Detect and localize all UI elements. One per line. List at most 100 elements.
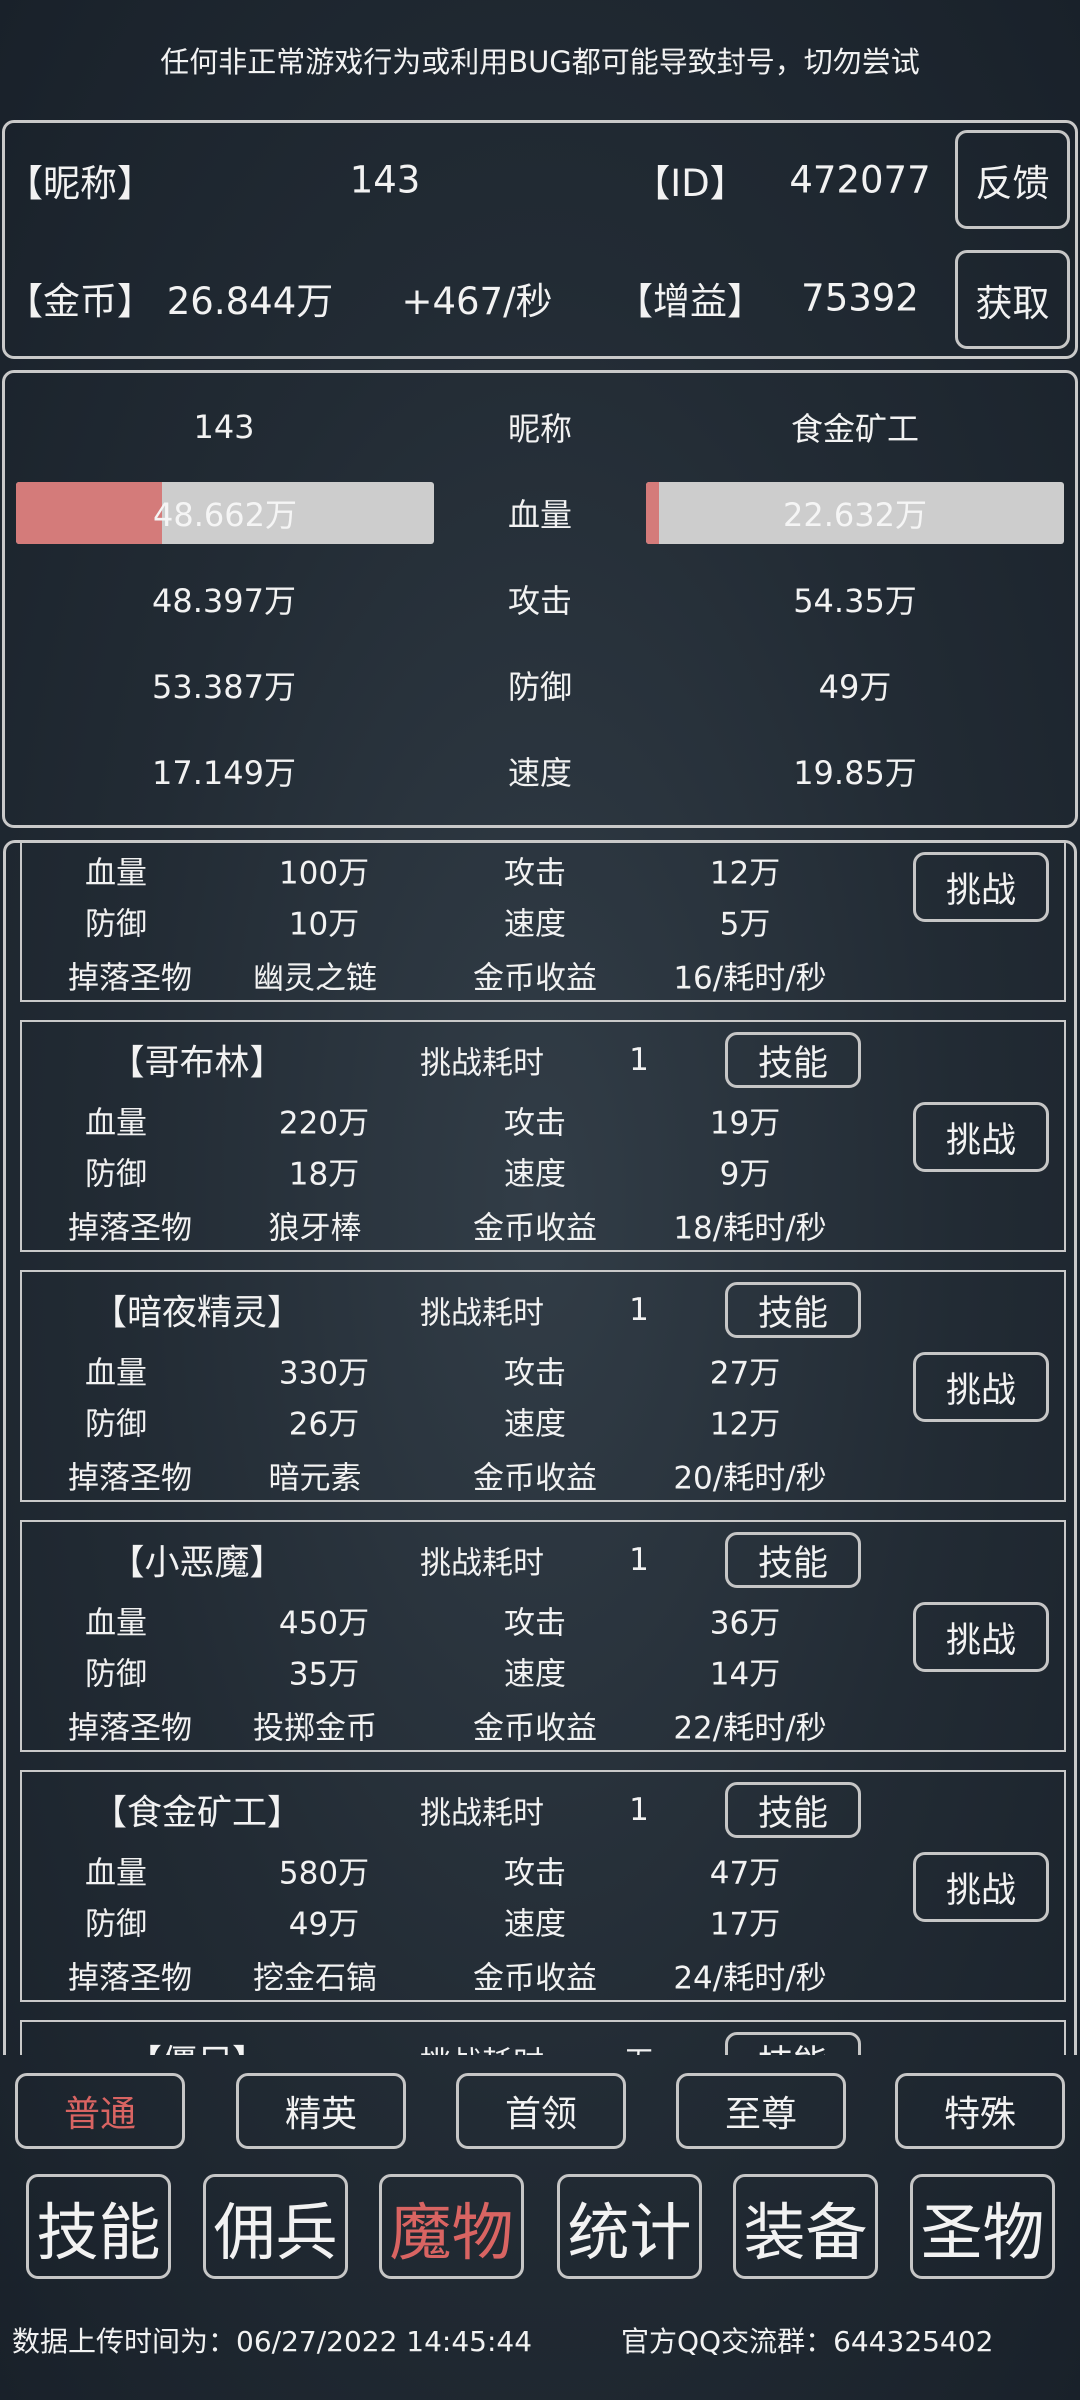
player-hp-text: 48.662万 (153, 496, 297, 534)
value-drop: 挖金石镐 (253, 1960, 377, 1997)
nav-skills[interactable]: 技能 (26, 2174, 171, 2279)
value-attack: 27万 (709, 1355, 781, 1392)
player-speed: 17.149万 (152, 754, 296, 792)
enemy-hp-text: 22.632万 (783, 496, 927, 534)
label-attack: 攻击 (504, 1105, 566, 1142)
label-income: 金币收益 (473, 960, 597, 997)
monster-list[interactable]: 血量 100万 攻击 12万 防御 10万 速度 5万 掉落圣物 幽灵之链 金币收益 16/耗时/秒挑… (3, 840, 1077, 2055)
label-attack: 攻击 (507, 582, 573, 620)
value-speed: 9万 (719, 1156, 771, 1193)
label-defense: 防御 (85, 906, 147, 943)
gold-rate: +467/秒 (401, 280, 553, 323)
label-drop: 掉落圣物 (68, 1710, 192, 1747)
enemy-hp-fill (646, 482, 659, 544)
value-defense: 49万 (288, 1906, 360, 1943)
value-defense: 35万 (288, 1656, 360, 1693)
label-speed: 速度 (504, 1406, 566, 1443)
challenge-time-label: 挑战耗时 (420, 1545, 544, 1582)
value-hp: 100万 (278, 855, 370, 892)
monster-name: 【僵尸】 (127, 2035, 267, 2056)
warning-notice: 任何非正常游戏行为或利用BUG都可能导致封号，切勿尝试 (160, 45, 920, 79)
tab-boss[interactable]: 首领 (456, 2073, 626, 2149)
skill-button[interactable]: 技能 (725, 1282, 861, 1338)
nav-monsters[interactable]: 魔物 (379, 2174, 524, 2279)
label-defense: 防御 (507, 668, 573, 706)
enemy-attack: 54.35万 (793, 582, 917, 620)
value-attack: 19万 (709, 1105, 781, 1142)
challenge-button[interactable]: 挑战 (913, 1352, 1049, 1422)
gold-value: 26.844万 (166, 280, 334, 323)
player-hp-bar: 48.662万 (16, 482, 434, 544)
label-speed: 速度 (504, 1656, 566, 1693)
nav-mercenaries[interactable]: 佣兵 (203, 2174, 348, 2279)
label-hp: 血量 (85, 1855, 147, 1892)
value-attack: 47万 (709, 1855, 781, 1892)
challenge-button[interactable]: 挑战 (913, 1852, 1049, 1922)
value-speed: 17万 (709, 1906, 781, 1943)
value-hp: 330万 (278, 1355, 370, 1392)
label-defense: 防御 (85, 1656, 147, 1693)
label-speed: 速度 (504, 1906, 566, 1943)
label-income: 金币收益 (473, 1960, 597, 1997)
value-defense: 26万 (288, 1406, 360, 1443)
id-value: 472077 (789, 158, 931, 202)
label-nickname: 昵称 (507, 410, 573, 448)
id-label: 【ID】 (633, 162, 747, 205)
upload-time: 数据上传时间为：06/27/2022 14:45:44 (12, 2325, 533, 2358)
skill-button[interactable]: 技能 (725, 2032, 861, 2055)
label-income: 金币收益 (473, 1210, 597, 1247)
monster-name: 【食金矿工】 (91, 1793, 303, 1834)
player-info-panel (2, 120, 1078, 359)
value-attack: 36万 (709, 1605, 781, 1642)
monster-card: 【食金矿工】 挑战耗时 1 技能 血量 580万 攻击 47万 防御 49万 速度 17万 掉落圣物 挖金… (20, 1770, 1066, 2002)
label-drop: 掉落圣物 (68, 1960, 192, 1997)
challenge-time-value: 无 (624, 2038, 655, 2056)
tab-elite[interactable]: 精英 (236, 2073, 406, 2149)
label-speed: 速度 (504, 906, 566, 943)
label-income: 金币收益 (473, 1710, 597, 1747)
skill-button[interactable]: 技能 (725, 1032, 861, 1088)
challenge-button[interactable]: 挑战 (913, 852, 1049, 922)
value-hp: 580万 (278, 1855, 370, 1892)
nav-statistics[interactable]: 统计 (557, 2174, 702, 2279)
monster-card: 【暗夜精灵】 挑战耗时 1 技能 血量 330万 攻击 27万 防御 26万 速度 12万 掉落圣物 暗元… (20, 1270, 1066, 1502)
value-income: 22/耗时/秒 (673, 1710, 827, 1747)
player-hp-fill (16, 482, 163, 544)
label-speed: 速度 (507, 754, 573, 792)
enemy-defense: 49万 (818, 668, 892, 706)
value-income: 24/耗时/秒 (673, 1960, 827, 1997)
nav-equipment[interactable]: 装备 (733, 2174, 878, 2279)
value-speed: 12万 (709, 1406, 781, 1443)
challenge-button[interactable]: 挑战 (913, 1602, 1049, 1672)
value-income: 16/耗时/秒 (673, 960, 827, 997)
value-speed: 14万 (709, 1656, 781, 1693)
buff-value: 75392 (801, 276, 919, 320)
obtain-button[interactable]: 获取 (955, 250, 1070, 349)
label-attack: 攻击 (504, 855, 566, 892)
label-attack: 攻击 (504, 1855, 566, 1892)
skill-button[interactable]: 技能 (725, 1532, 861, 1588)
monster-card: 血量 100万 攻击 12万 防御 10万 速度 5万 掉落圣物 幽灵之链 金币收益 16/耗时/秒 挑… (20, 843, 1066, 1002)
enemy-name: 食金矿工 (790, 410, 920, 448)
enemy-hp-bar: 22.632万 (646, 482, 1064, 544)
monster-name: 【小恶魔】 (109, 1543, 285, 1584)
tab-special[interactable]: 特殊 (895, 2073, 1065, 2149)
label-hp: 血量 (85, 1605, 147, 1642)
tab-supreme[interactable]: 至尊 (676, 2073, 846, 2149)
nav-relics[interactable]: 圣物 (910, 2174, 1055, 2279)
skill-button[interactable]: 技能 (725, 1782, 861, 1838)
feedback-button[interactable]: 反馈 (955, 130, 1070, 229)
challenge-button[interactable]: 挑战 (913, 1102, 1049, 1172)
label-hp: 血量 (507, 496, 573, 534)
challenge-time-value: 1 (629, 1042, 649, 1078)
challenge-time-label: 挑战耗时 (420, 1795, 544, 1832)
value-hp: 450万 (278, 1605, 370, 1642)
value-attack: 12万 (709, 855, 781, 892)
value-income: 20/耗时/秒 (673, 1460, 827, 1497)
challenge-time-value: 1 (629, 1292, 649, 1328)
nickname-label: 【昵称】 (6, 162, 154, 205)
challenge-time-value: 1 (629, 1792, 649, 1828)
tab-normal[interactable]: 普通 (15, 2073, 185, 2149)
battle-panel (2, 370, 1078, 828)
label-hp: 血量 (85, 1105, 147, 1142)
